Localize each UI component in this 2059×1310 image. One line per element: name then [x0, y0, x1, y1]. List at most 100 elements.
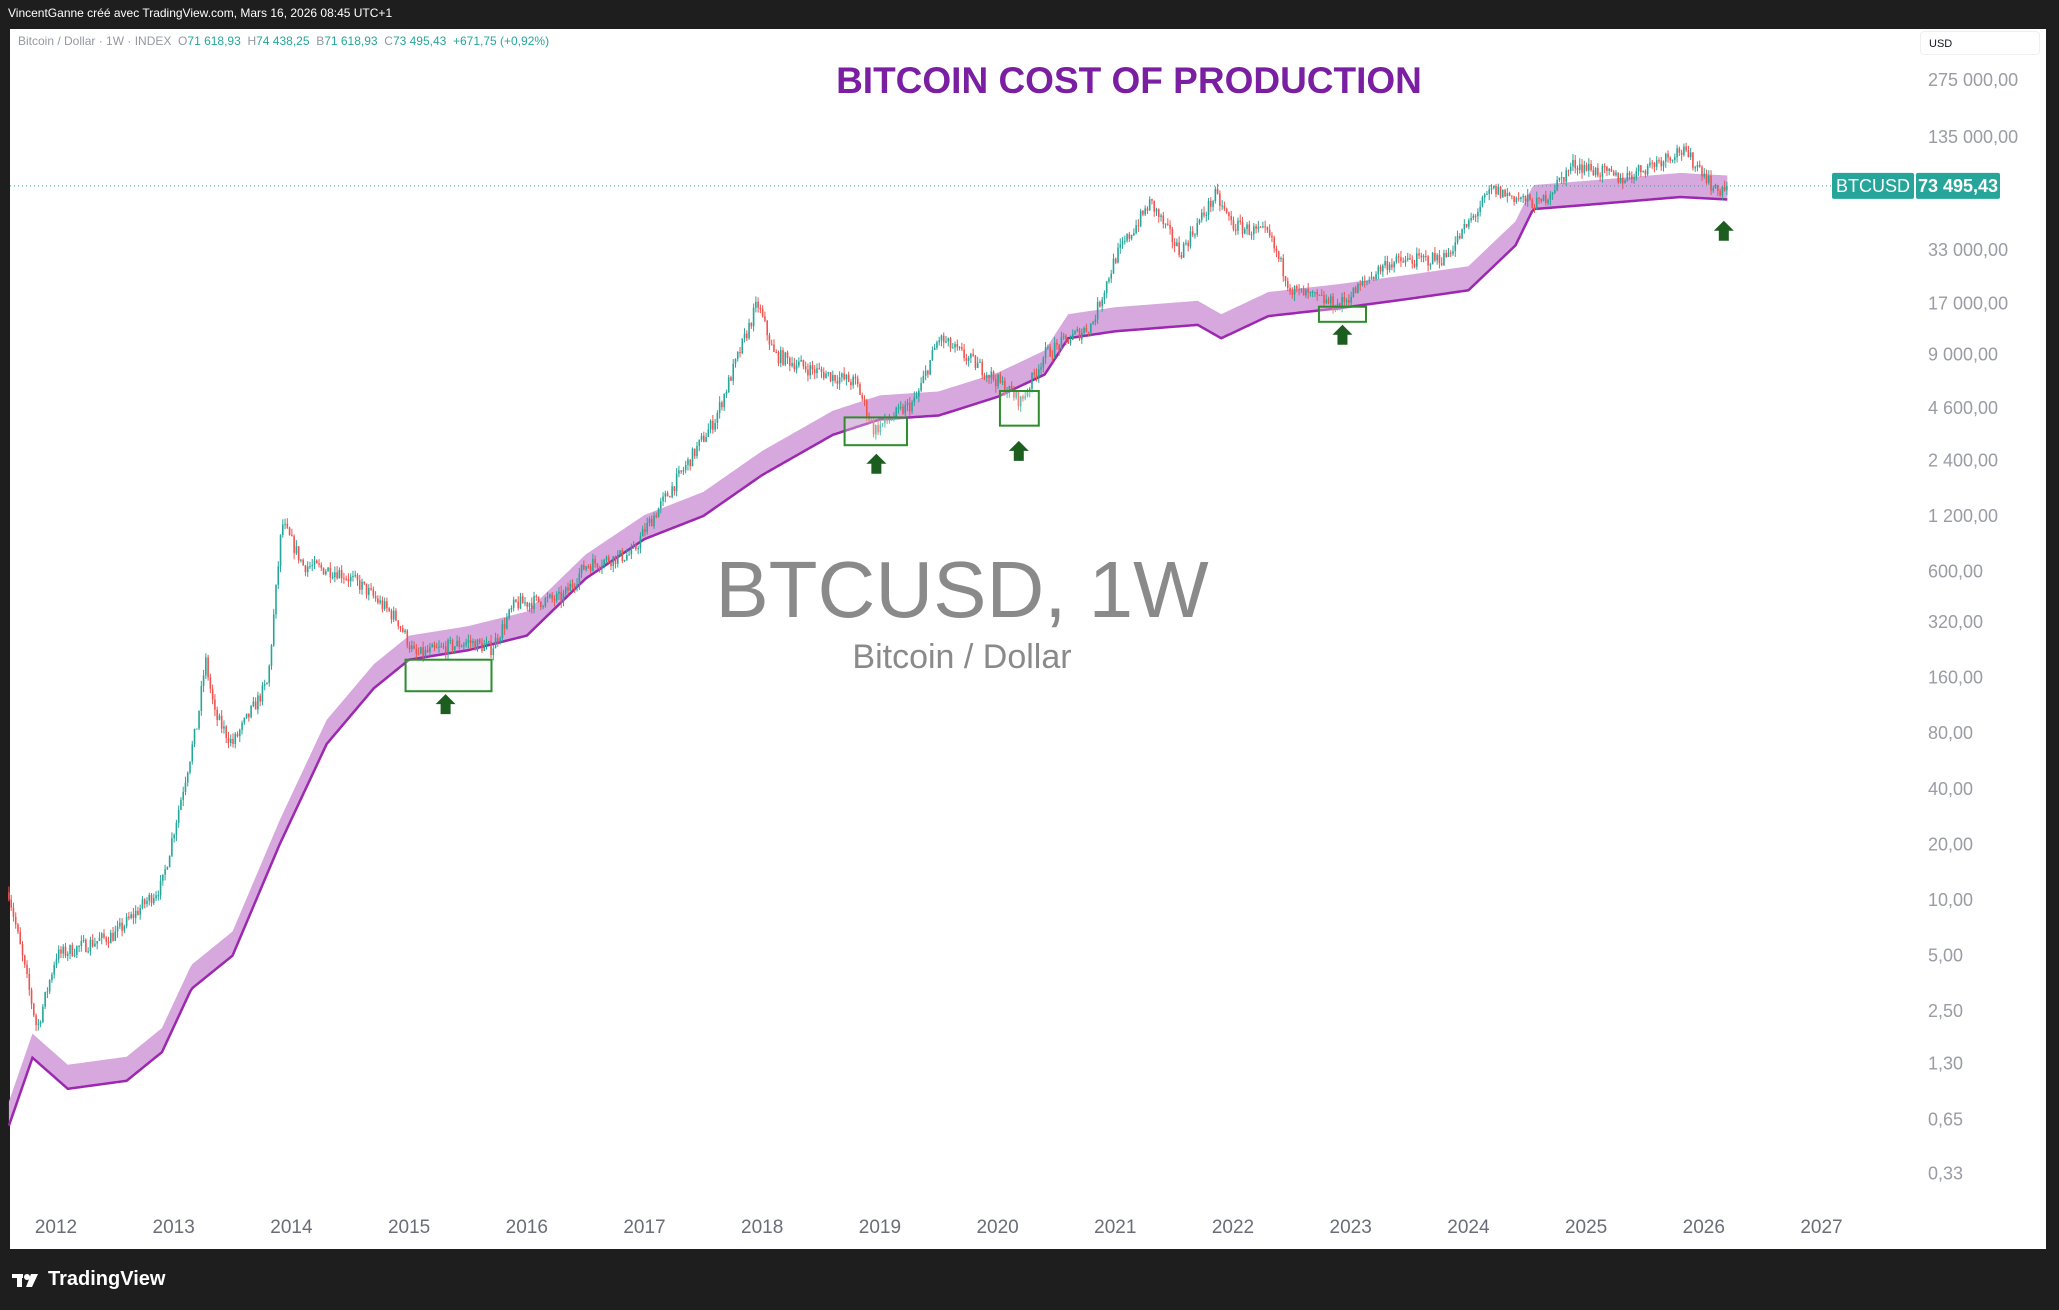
candle-body — [1137, 225, 1140, 227]
candle-body — [1219, 193, 1221, 206]
candle-body — [696, 445, 698, 457]
candle-body — [895, 407, 897, 418]
candle-body — [1726, 185, 1728, 191]
candle-body — [1443, 252, 1445, 265]
candle-body — [1332, 296, 1334, 310]
candle-body — [363, 581, 366, 584]
candle-body — [1710, 175, 1712, 191]
candle-body — [976, 362, 979, 368]
candle-body — [148, 894, 151, 901]
candle-body — [508, 609, 510, 618]
candle-body — [1458, 236, 1461, 239]
candle-body — [134, 910, 137, 918]
candle-body — [1707, 175, 1710, 183]
legend-symbol[interactable]: Bitcoin / Dollar · 1W · INDEX — [18, 34, 172, 48]
candle-body — [279, 534, 282, 567]
candle-body — [85, 939, 87, 952]
candle-body — [1696, 164, 1699, 168]
candle-body — [942, 335, 945, 343]
candle-body — [1502, 189, 1504, 198]
candle-body — [1293, 286, 1296, 295]
candle-body — [1069, 339, 1072, 344]
candle-body — [682, 470, 685, 472]
candle-body — [225, 726, 228, 738]
candle-body — [1635, 171, 1638, 178]
candle-body — [1375, 274, 1377, 280]
candle-body — [736, 351, 739, 359]
candle-body — [1114, 258, 1117, 263]
candle-body — [743, 333, 746, 339]
candle-body — [1717, 184, 1719, 191]
candle-body — [1187, 242, 1189, 247]
candle-body — [610, 562, 612, 567]
candle-body — [795, 365, 798, 370]
candle-body — [1447, 252, 1450, 257]
candle-body — [57, 949, 60, 960]
candle-body — [630, 547, 633, 555]
candle-body — [1599, 175, 1601, 177]
candle-body — [1117, 247, 1119, 263]
candle-body — [139, 908, 142, 915]
candle-body — [123, 926, 126, 931]
price-tag-symbol-bg — [1832, 172, 1914, 199]
candle-body — [1196, 223, 1199, 235]
candle-body — [1108, 278, 1110, 282]
candle-body — [483, 644, 486, 651]
currency-button[interactable]: USD — [1920, 31, 2040, 55]
candle-body — [985, 374, 988, 378]
price-tag-value-bg — [1916, 172, 2000, 199]
candle-body — [1182, 243, 1185, 258]
candle-body — [186, 772, 189, 783]
candle-body — [467, 640, 470, 643]
x-tick-label: 2023 — [1330, 1217, 1372, 1238]
candle-body — [304, 565, 307, 573]
candle-body — [499, 638, 501, 643]
candle-body — [315, 560, 318, 564]
candle-body — [1542, 195, 1545, 202]
candle-body — [562, 593, 565, 603]
x-tick-label: 2022 — [1212, 1217, 1254, 1238]
candle-body — [1090, 324, 1092, 333]
candle-body — [42, 1006, 44, 1023]
candle-body — [865, 400, 868, 417]
candle-body — [560, 591, 563, 603]
candle-body — [329, 567, 332, 578]
candle-body — [1601, 166, 1604, 177]
candle-body — [1200, 212, 1203, 220]
candle-body — [1653, 163, 1656, 167]
candle-body — [1228, 212, 1230, 216]
candle-body — [1062, 335, 1065, 337]
tradingview-branding[interactable]: TradingView — [12, 1268, 165, 1291]
candle-body — [1486, 193, 1488, 195]
candle-body — [143, 899, 146, 905]
candle-body — [949, 338, 952, 349]
y-tick-label: 9 000,00 — [1928, 344, 1998, 364]
candle-body — [703, 435, 705, 442]
candle-body — [725, 392, 728, 395]
candle-body — [474, 641, 476, 651]
candle-body — [35, 1015, 37, 1025]
candle-body — [1490, 188, 1493, 190]
candle-body — [1513, 196, 1515, 202]
candle-body — [177, 809, 180, 823]
candle-body — [175, 822, 178, 835]
candle-body — [990, 371, 993, 378]
candle-body — [1284, 276, 1287, 281]
candle-body — [130, 914, 132, 919]
candle-body — [902, 406, 904, 414]
candle-body — [698, 439, 701, 446]
candle-body — [1680, 152, 1683, 155]
candle-body — [288, 527, 291, 535]
candle-body — [716, 412, 719, 423]
y-tick-label: 0,33 — [1928, 1164, 1963, 1184]
candle-body — [281, 524, 284, 535]
candle-body — [1099, 301, 1101, 307]
candle-body — [1554, 190, 1556, 193]
candle-body — [116, 926, 119, 932]
candle-body — [1060, 336, 1063, 350]
candle-body — [487, 641, 490, 643]
candle-body — [234, 733, 237, 744]
annotation-box — [843, 416, 908, 447]
candle-body — [992, 371, 995, 380]
